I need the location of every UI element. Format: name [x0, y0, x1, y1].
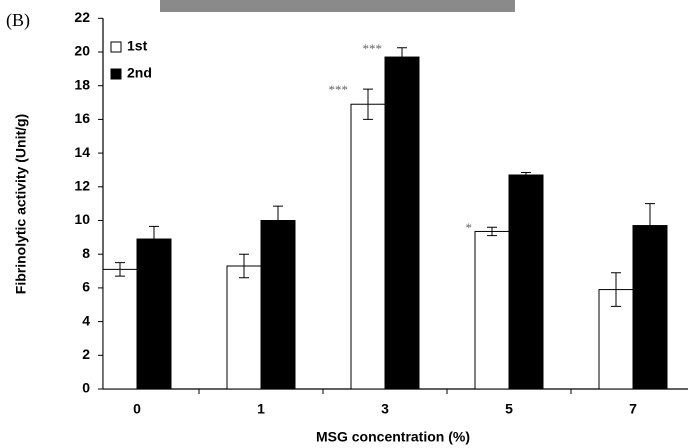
x-tick-label: 7: [629, 401, 637, 417]
y-tick-label: 22: [74, 9, 90, 25]
y-tick-label: 6: [82, 279, 90, 295]
bar: [102, 268, 138, 390]
y-tick-label: 2: [82, 346, 90, 362]
bar: [226, 265, 262, 390]
bar: [136, 238, 172, 390]
error-bar: [397, 47, 407, 67]
y-tick-label: 4: [82, 312, 90, 328]
legend-swatch: [110, 41, 122, 53]
x-tick-label: 3: [381, 401, 389, 417]
error-bar: [149, 225, 159, 253]
panel-label: (B): [6, 10, 30, 31]
y-tick-label: 8: [82, 245, 90, 261]
error-bar: [363, 88, 373, 120]
x-axis-title: MSG concentration (%): [316, 429, 470, 445]
y-axis-title: Fibrinolytic activity (Unit/g): [13, 114, 29, 294]
legend-label: 2nd: [127, 65, 152, 81]
error-bar: [273, 205, 283, 236]
y-tick-label: 10: [74, 211, 90, 227]
y-tick-label: 16: [74, 110, 90, 126]
error-bar: [611, 272, 621, 307]
error-bar: [487, 226, 497, 237]
y-tick-label: 12: [74, 178, 90, 194]
error-bar: [239, 253, 249, 279]
error-bar: [645, 203, 655, 248]
y-tick-label: 18: [74, 76, 90, 92]
bar: [350, 103, 386, 390]
y-tick-label: 20: [74, 43, 90, 59]
bar: [384, 56, 420, 390]
bar: [260, 220, 296, 390]
y-tick-label: 0: [82, 380, 90, 396]
legend-swatch: [110, 68, 122, 80]
x-tick-label: 5: [505, 401, 513, 417]
bar: [474, 230, 510, 390]
significance-mark: ***: [329, 82, 349, 97]
x-tick-label: 0: [133, 401, 141, 417]
x-tick-label: 1: [257, 401, 265, 417]
significance-mark: *: [466, 220, 473, 235]
bar: [508, 174, 544, 390]
error-bar: [521, 171, 531, 179]
legend-label: 1st: [127, 38, 148, 54]
y-tick-label: 14: [74, 144, 90, 160]
error-bar: [115, 262, 125, 277]
significance-mark: ***: [363, 41, 383, 56]
bar: [632, 225, 668, 390]
photo-fragment: [160, 0, 515, 12]
